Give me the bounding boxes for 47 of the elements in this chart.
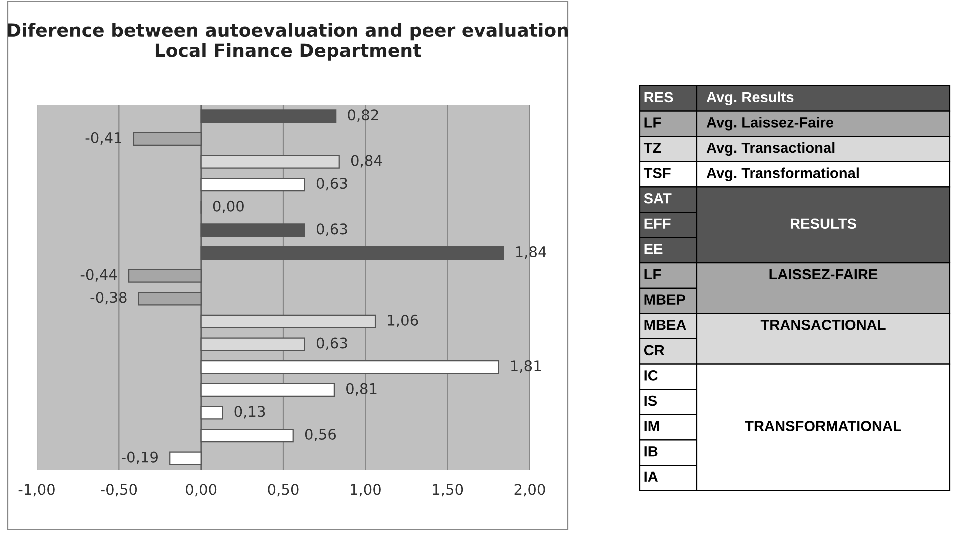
x-tick-label: -0,50 bbox=[101, 484, 138, 497]
text: Avg. Transactional bbox=[706, 142, 835, 156]
text: IA bbox=[644, 472, 658, 482]
data-label: -0,41 bbox=[86, 132, 122, 145]
text: IM bbox=[644, 421, 660, 432]
text: Avg. Transformational bbox=[706, 168, 859, 182]
x-tick-label: 2,00 bbox=[514, 484, 546, 497]
data-label: 1,06 bbox=[388, 314, 418, 328]
text: EE bbox=[644, 244, 663, 254]
data-label: 0,82 bbox=[348, 110, 378, 122]
text: Avg. Results bbox=[706, 92, 794, 106]
data-label: 0,56 bbox=[305, 428, 336, 442]
text: RESULTS bbox=[790, 218, 856, 230]
x-tick-label: 1,00 bbox=[351, 484, 381, 497]
text: MBEA bbox=[644, 320, 686, 330]
text: MBEP bbox=[644, 294, 686, 305]
x-tick-label: 1,50 bbox=[433, 484, 464, 497]
data-label: 0,63 bbox=[316, 178, 348, 191]
text: EFF bbox=[644, 218, 671, 229]
data-label: 0,00 bbox=[213, 200, 244, 214]
text: CR bbox=[644, 345, 665, 356]
x-tick-label: 0,50 bbox=[268, 484, 299, 497]
data-label: 0,63 bbox=[316, 224, 348, 236]
text: LF bbox=[644, 118, 662, 128]
text: TZ bbox=[644, 142, 662, 154]
text: IC bbox=[644, 370, 658, 381]
text: Avg. Laissez-Faire bbox=[706, 117, 834, 131]
data-label: 1,81 bbox=[511, 360, 542, 374]
x-tick-label: 0,00 bbox=[186, 484, 217, 497]
chart-title: Diference between autoevaluation and peer evaluation Local Finance Department bbox=[8, 23, 568, 61]
x-tick-label: -1,00 bbox=[18, 484, 55, 497]
data-label: -0,19 bbox=[122, 452, 158, 464]
text: TRANSACTIONAL bbox=[760, 320, 886, 330]
data-label: 0,13 bbox=[234, 406, 266, 419]
data-label: -0,38 bbox=[90, 292, 127, 305]
data-label: 0,84 bbox=[351, 155, 382, 168]
text: TRANSFORMATIONAL bbox=[745, 421, 902, 432]
text: IB bbox=[644, 446, 658, 457]
data-label: -0,44 bbox=[80, 269, 118, 282]
text: IS bbox=[644, 396, 658, 406]
data-label: 0,81 bbox=[346, 383, 377, 396]
text: TSF bbox=[644, 168, 671, 178]
text: LF bbox=[644, 269, 662, 280]
text: SAT bbox=[644, 193, 672, 204]
text: LAISSEZ-FAIRE bbox=[770, 269, 878, 280]
text: RES bbox=[644, 92, 674, 103]
data-label: 0,63 bbox=[316, 338, 348, 350]
